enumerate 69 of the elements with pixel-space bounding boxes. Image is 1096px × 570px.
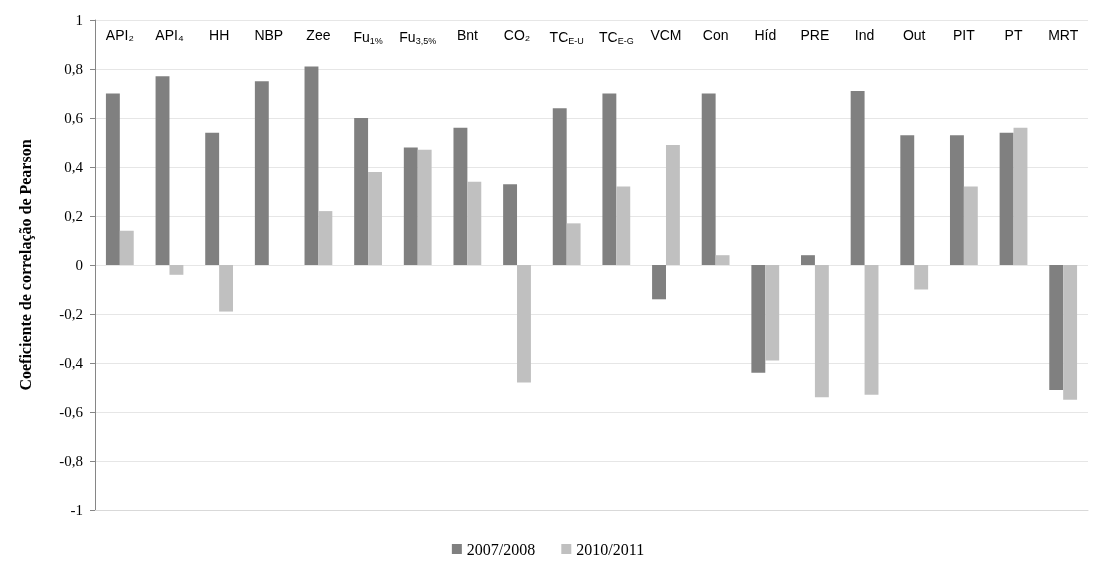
- bar: [900, 135, 915, 265]
- bar: [751, 265, 766, 373]
- y-tick-label: 1: [75, 12, 83, 28]
- bar: [801, 255, 815, 265]
- y-tick-label: 0: [75, 257, 83, 273]
- bar: [1049, 265, 1064, 390]
- bar: [403, 147, 418, 265]
- bar: [566, 223, 581, 265]
- x-tick-label: Con: [702, 27, 729, 43]
- bar: [354, 118, 369, 265]
- x-tick-label: Out: [902, 27, 926, 43]
- x-tick-label: API₄: [155, 27, 184, 43]
- bar: [602, 93, 617, 265]
- x-tick-label: PRE: [800, 27, 830, 43]
- x-tick-label: VCM: [650, 27, 682, 43]
- x-tick-label: Zee: [306, 27, 331, 43]
- bar: [169, 265, 184, 275]
- x-tick-label: NBP: [254, 27, 284, 43]
- x-tick-label: API₂: [105, 27, 134, 43]
- bar: [254, 81, 269, 265]
- y-tick-label: -0,4: [59, 355, 84, 371]
- bar: [119, 230, 134, 265]
- bar: [453, 127, 468, 265]
- y-tick-label: -0,2: [59, 306, 83, 322]
- legend-label: 2010/2011: [576, 540, 645, 558]
- x-tick-label: Bnt: [456, 27, 478, 43]
- bar: [765, 265, 780, 361]
- bar: [963, 186, 978, 265]
- bar: [864, 265, 879, 395]
- bar: [814, 265, 829, 398]
- x-tick-label: Híd: [754, 27, 777, 43]
- bar: [999, 132, 1014, 265]
- x-tick-label: CO₂: [503, 27, 531, 43]
- bar: [368, 171, 382, 265]
- bar: [205, 132, 220, 265]
- bar: [503, 184, 518, 265]
- y-tick-label: -0,6: [59, 404, 84, 420]
- bar: [850, 91, 865, 265]
- bar: [616, 186, 631, 265]
- bar: [155, 76, 170, 265]
- y-tick-label: 0,6: [64, 110, 84, 126]
- bar: [652, 265, 666, 300]
- x-tick-label: PIT: [952, 27, 976, 43]
- bar: [665, 144, 680, 265]
- y-tick-label: 0,4: [64, 159, 84, 175]
- bar: [417, 149, 432, 265]
- bar: [1063, 265, 1078, 400]
- x-tick-label: Ind: [854, 27, 875, 43]
- bar: [517, 265, 531, 383]
- x-tick-label: HH: [209, 27, 230, 43]
- bar: [318, 211, 333, 265]
- bar: [949, 135, 964, 265]
- bar: [219, 265, 234, 312]
- y-tick-label: -0,8: [59, 453, 83, 469]
- legend-label: 2007/2008: [466, 540, 536, 558]
- y-axis-title: Coeficiente de correlação de Pearson: [16, 139, 35, 391]
- x-tick-label: PT: [1004, 27, 1023, 43]
- bar: [304, 66, 319, 265]
- bar: [701, 93, 716, 265]
- bar: [552, 108, 567, 265]
- y-tick-label: 0,2: [64, 208, 83, 224]
- bar: [467, 181, 482, 265]
- y-tick-label: 0,8: [64, 61, 83, 77]
- bar: [1013, 127, 1028, 265]
- x-tick-label: MRT: [1048, 27, 1079, 43]
- bar: [914, 265, 929, 290]
- bar: [105, 93, 120, 265]
- bar: [715, 255, 730, 265]
- y-tick-label: -1: [70, 502, 83, 518]
